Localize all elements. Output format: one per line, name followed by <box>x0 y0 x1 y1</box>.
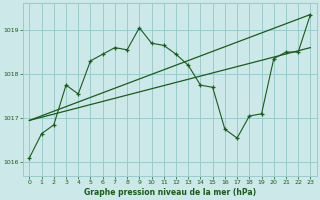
X-axis label: Graphe pression niveau de la mer (hPa): Graphe pression niveau de la mer (hPa) <box>84 188 256 197</box>
